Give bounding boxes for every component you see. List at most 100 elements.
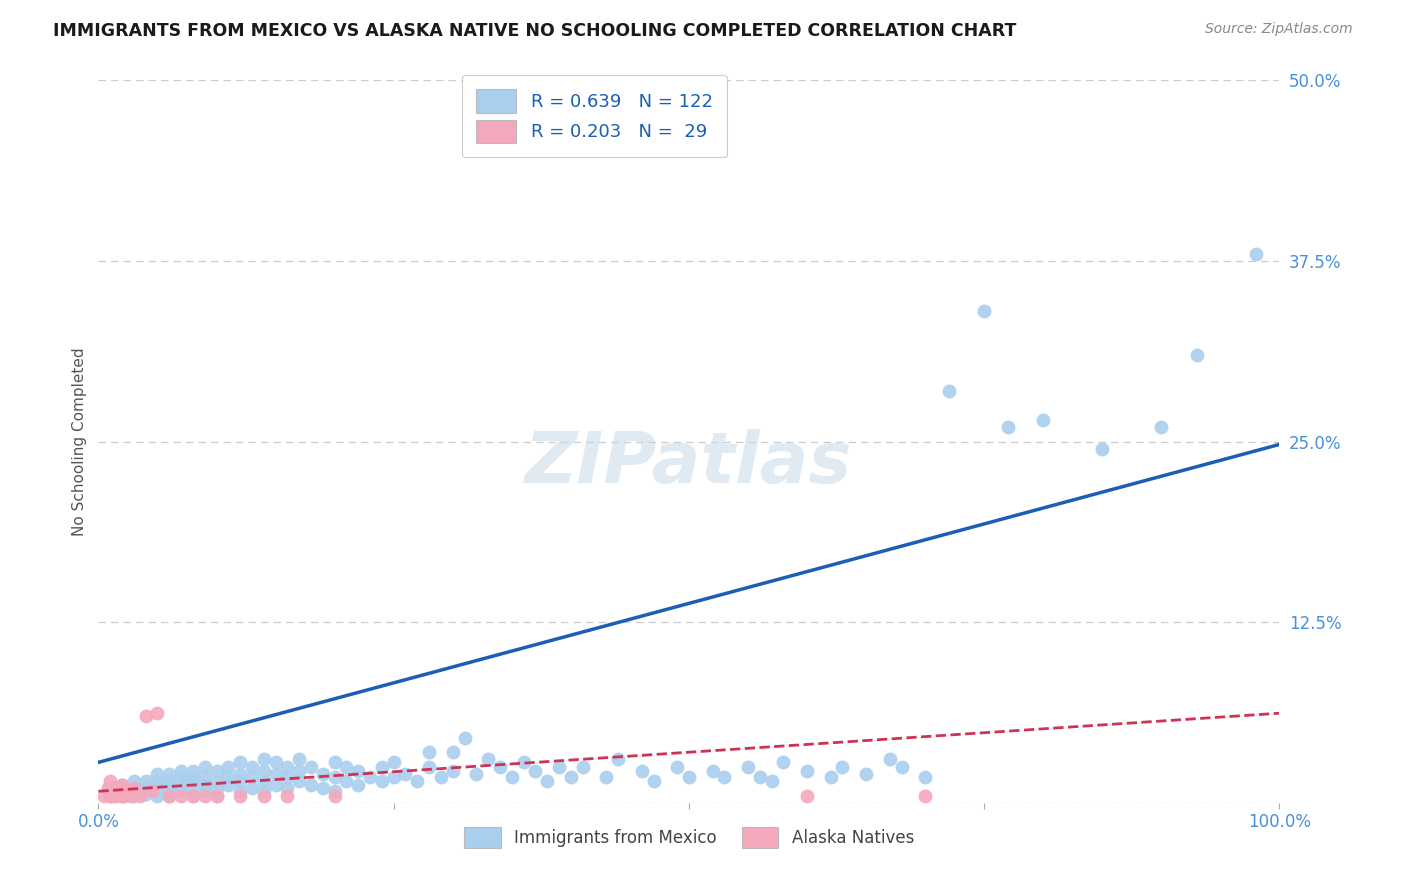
Point (122, 781, 145, 796)
Point (157, 767, 180, 781)
Point (713, 770, 735, 784)
Point (973, 304, 995, 318)
Point (299, 779, 322, 793)
Point (536, 774, 558, 789)
Point (748, 770, 770, 784)
Point (253, 764, 276, 778)
Legend: Immigrants from Mexico, Alaska Natives: Immigrants from Mexico, Alaska Natives (456, 819, 922, 856)
Point (796, 789, 818, 803)
Point (1032, 413, 1054, 427)
Point (181, 789, 204, 803)
Point (288, 774, 311, 789)
Point (105, 781, 128, 796)
Point (347, 764, 370, 778)
Point (489, 760, 512, 774)
Point (418, 760, 440, 774)
Point (890, 760, 912, 774)
Point (105, 789, 128, 803)
Point (97, 781, 120, 796)
Point (146, 774, 169, 789)
Point (194, 784, 217, 798)
Point (288, 764, 311, 778)
Point (1150, 420, 1173, 434)
Point (229, 767, 252, 781)
Point (548, 760, 571, 774)
Point (253, 789, 276, 803)
Point (121, 789, 143, 803)
Text: Source: ZipAtlas.com: Source: ZipAtlas.com (1205, 22, 1353, 37)
Point (820, 770, 842, 784)
Point (135, 787, 157, 801)
Point (607, 752, 630, 766)
Point (111, 789, 134, 803)
Point (347, 779, 370, 793)
Point (170, 770, 193, 784)
Point (240, 760, 263, 774)
Point (855, 767, 877, 781)
Point (135, 709, 157, 723)
Point (761, 774, 783, 789)
Point (170, 784, 193, 798)
Point (276, 760, 298, 774)
Point (796, 764, 818, 778)
Point (111, 784, 134, 798)
Point (831, 760, 853, 774)
Point (264, 779, 287, 793)
Point (702, 764, 724, 778)
Point (276, 789, 298, 803)
Point (678, 770, 700, 784)
Point (217, 770, 239, 784)
Point (194, 779, 217, 793)
Point (157, 789, 180, 803)
Point (205, 764, 228, 778)
Point (323, 784, 346, 798)
Point (229, 774, 252, 789)
Point (112, 789, 135, 803)
Point (772, 756, 794, 770)
Point (879, 752, 901, 766)
Point (135, 774, 157, 789)
Point (335, 760, 357, 774)
Point (382, 756, 405, 770)
Point (299, 760, 322, 774)
Point (1091, 442, 1114, 456)
Point (98, 789, 121, 803)
Point (122, 781, 145, 796)
Point (571, 760, 593, 774)
Point (253, 752, 276, 766)
Text: ZIPatlas: ZIPatlas (526, 429, 852, 498)
Point (240, 770, 263, 784)
Point (359, 770, 381, 784)
Point (205, 789, 228, 803)
Point (157, 789, 180, 803)
Point (181, 789, 204, 803)
Point (135, 781, 157, 796)
Point (394, 767, 416, 781)
Point (111, 789, 134, 803)
Point (128, 789, 150, 803)
Point (181, 781, 204, 796)
Point (276, 781, 298, 796)
Point (938, 384, 960, 398)
Point (170, 764, 193, 778)
Point (146, 706, 169, 721)
Point (382, 770, 405, 784)
Text: IMMIGRANTS FROM MEXICO VS ALASKA NATIVE NO SCHOOLING COMPLETED CORRELATION CHART: IMMIGRANTS FROM MEXICO VS ALASKA NATIVE … (53, 22, 1017, 40)
Point (181, 774, 204, 789)
Point (108, 784, 131, 798)
Point (146, 789, 169, 803)
Point (205, 789, 228, 803)
Point (181, 770, 204, 784)
Point (666, 760, 689, 774)
Point (157, 779, 180, 793)
Point (170, 779, 193, 793)
Point (194, 770, 217, 784)
Point (111, 779, 134, 793)
Point (418, 745, 440, 759)
Point (441, 764, 464, 778)
Point (430, 770, 453, 784)
Point (217, 760, 239, 774)
Point (323, 789, 346, 803)
Point (205, 781, 228, 796)
Point (630, 764, 652, 778)
